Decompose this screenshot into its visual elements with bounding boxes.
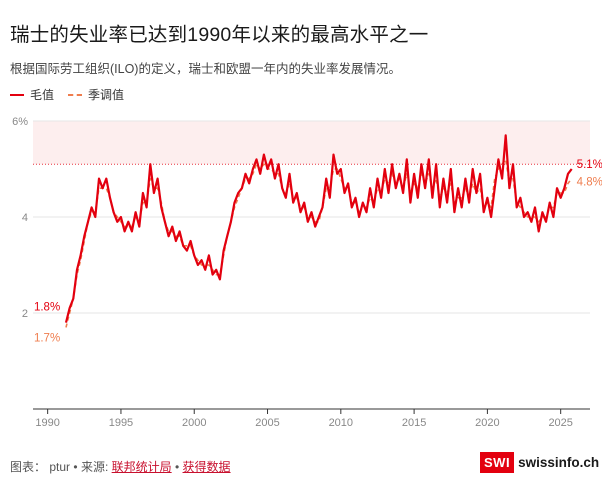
- x-tick-label: 2000: [182, 417, 206, 429]
- y-tick-label: 2: [22, 308, 28, 320]
- legend-label-raw: 毛值: [30, 88, 55, 102]
- x-tick-label: 1995: [109, 417, 133, 429]
- swissinfo-logo[interactable]: SWI swissinfo.ch: [480, 452, 599, 473]
- footer-separator: •: [174, 460, 180, 474]
- data-label: 4.8%: [577, 177, 602, 189]
- data-label: 5.1%: [577, 159, 602, 171]
- x-tick-label: 2015: [402, 417, 426, 429]
- x-tick-label: 1990: [35, 417, 59, 429]
- x-tick-label: 2005: [255, 417, 279, 429]
- y-tick-label: 6%: [12, 116, 28, 128]
- series-line-seasonal: [65, 158, 573, 328]
- source-link[interactable]: 联邦统计局: [111, 460, 172, 474]
- data-label: 1.7%: [34, 332, 60, 344]
- legend-swatch-raw: [10, 93, 24, 96]
- footer-prefix: 图表：: [10, 460, 47, 474]
- data-label: 1.8%: [34, 302, 60, 314]
- legend-label-seasonal: 季调值: [88, 88, 125, 102]
- footer-source-label: 来源:: [80, 460, 109, 474]
- reference-band: [33, 121, 590, 165]
- get-data-link[interactable]: 获得数据: [182, 460, 231, 474]
- chart-subtitle: 根据国际劳工组织(ILO)的定义，瑞士和欧盟一年内的失业率发展情况。: [10, 62, 401, 76]
- legend-swatch-seasonal: [68, 93, 83, 96]
- x-tick-label: 2020: [475, 417, 499, 429]
- chart-title: 瑞士的失业率已达到1990年以来的最高水平之一: [10, 24, 429, 46]
- logo-box: SWI: [480, 452, 515, 473]
- series-line-raw: [64, 134, 573, 323]
- chart-legend: 毛值 季调值: [10, 86, 138, 103]
- legend-item-seasonal: 季调值: [68, 86, 124, 103]
- x-tick-label: 2010: [329, 417, 353, 429]
- y-tick-label: 4: [22, 212, 28, 224]
- logo-text: swissinfo.ch: [518, 455, 600, 470]
- x-tick-label: 2025: [548, 417, 572, 429]
- chart-footer: 图表： ptur • 来源: 联邦统计局 • 获得数据: [10, 458, 231, 475]
- footer-author: ptur: [49, 460, 71, 474]
- line-chart: 2 4 6% 1990 1995 2000 2005 2010 2015 2020 2025 1.8%…: [12, 116, 602, 429]
- legend-item-raw: 毛值: [10, 86, 54, 103]
- footer-separator: •: [73, 460, 78, 474]
